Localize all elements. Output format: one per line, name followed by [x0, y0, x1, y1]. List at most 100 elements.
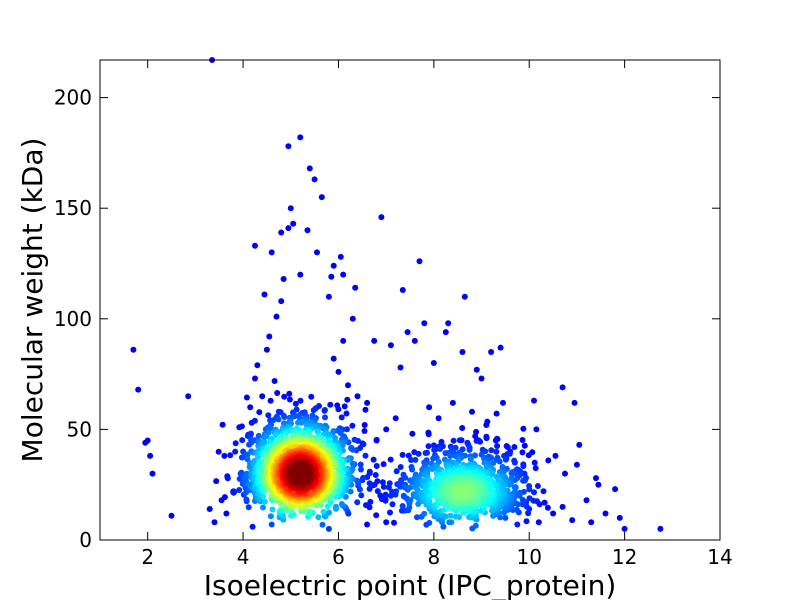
data-point	[268, 521, 275, 528]
data-point	[399, 287, 406, 293]
data-point	[502, 514, 509, 521]
data-point	[612, 486, 619, 493]
data-point	[239, 437, 246, 444]
data-point	[358, 466, 364, 473]
data-point	[477, 438, 484, 445]
data-point	[278, 298, 285, 305]
data-point	[544, 504, 551, 511]
data-point	[352, 284, 359, 291]
data-point	[215, 448, 222, 455]
data-point	[361, 422, 368, 428]
data-point	[511, 484, 518, 491]
y-tick-label: 0	[79, 528, 92, 552]
data-point	[506, 481, 513, 488]
data-point	[359, 477, 366, 484]
data-point	[347, 488, 354, 495]
data-point	[278, 229, 285, 236]
data-point	[500, 399, 506, 406]
plot-frame	[99, 59, 721, 541]
y-tick-label: 50	[67, 417, 92, 441]
data-point	[562, 470, 568, 477]
data-point	[340, 337, 347, 344]
data-point	[227, 452, 234, 459]
data-point	[274, 390, 281, 396]
data-point	[314, 249, 320, 256]
data-point	[310, 407, 317, 414]
data-point	[559, 503, 566, 510]
data-point	[489, 471, 496, 478]
data-point	[389, 501, 396, 508]
data-point	[358, 492, 365, 499]
data-point	[412, 456, 419, 463]
data-point	[168, 512, 175, 519]
data-point	[286, 396, 293, 403]
data-point	[398, 478, 404, 485]
data-point	[221, 494, 228, 501]
data-point	[392, 415, 399, 422]
data-point	[249, 523, 256, 530]
data-point	[327, 401, 334, 408]
x-tick-label: 10	[517, 545, 542, 569]
data-point	[373, 437, 380, 444]
data-point	[545, 457, 552, 464]
data-point	[573, 461, 580, 468]
data-point	[374, 488, 381, 495]
data-point	[254, 362, 261, 369]
data-point	[531, 397, 537, 404]
data-points	[130, 57, 664, 532]
data-point	[415, 450, 422, 457]
data-point	[370, 456, 377, 463]
data-point	[261, 291, 268, 298]
data-point	[459, 349, 466, 355]
data-point	[488, 447, 495, 454]
data-point	[271, 378, 278, 384]
data-point	[483, 435, 490, 442]
data-point	[185, 393, 192, 400]
data-point	[231, 488, 238, 495]
data-point	[362, 452, 369, 459]
data-point	[373, 512, 380, 519]
y-axis-label: Molecular weight (kDa)	[16, 138, 49, 463]
data-point	[523, 518, 530, 525]
data-point	[247, 404, 254, 411]
data-point	[532, 465, 539, 472]
data-point	[466, 446, 473, 453]
data-point	[267, 397, 274, 404]
data-point	[397, 464, 404, 470]
data-point	[343, 410, 350, 417]
data-point	[571, 399, 578, 406]
data-point	[321, 407, 328, 414]
data-point	[437, 445, 443, 452]
data-point	[559, 384, 566, 391]
data-point	[337, 253, 344, 260]
data-point	[385, 484, 392, 491]
data-point	[280, 276, 287, 282]
data-point	[277, 507, 284, 514]
data-point	[411, 337, 418, 344]
data-point	[338, 414, 345, 421]
axis-ticks: 2 4 6 8 10 12 14 0 50 100 150 200	[54, 60, 733, 569]
data-point	[511, 444, 518, 450]
data-point	[252, 242, 258, 249]
data-point	[348, 445, 355, 452]
data-point	[296, 471, 303, 478]
data-point	[223, 510, 230, 517]
data-point	[467, 456, 474, 463]
data-point	[297, 134, 304, 141]
data-point	[447, 512, 454, 519]
data-point	[330, 262, 337, 269]
data-point	[243, 394, 250, 401]
data-point	[306, 508, 313, 515]
data-point	[535, 519, 542, 526]
data-point	[442, 329, 449, 336]
data-point	[402, 474, 409, 481]
data-point	[367, 498, 374, 505]
data-point	[270, 417, 277, 424]
data-point	[219, 421, 226, 428]
data-point	[569, 517, 576, 524]
data-point	[657, 525, 664, 532]
data-point	[387, 342, 394, 349]
data-point	[399, 503, 406, 509]
data-point	[576, 441, 583, 448]
data-point	[469, 408, 475, 415]
